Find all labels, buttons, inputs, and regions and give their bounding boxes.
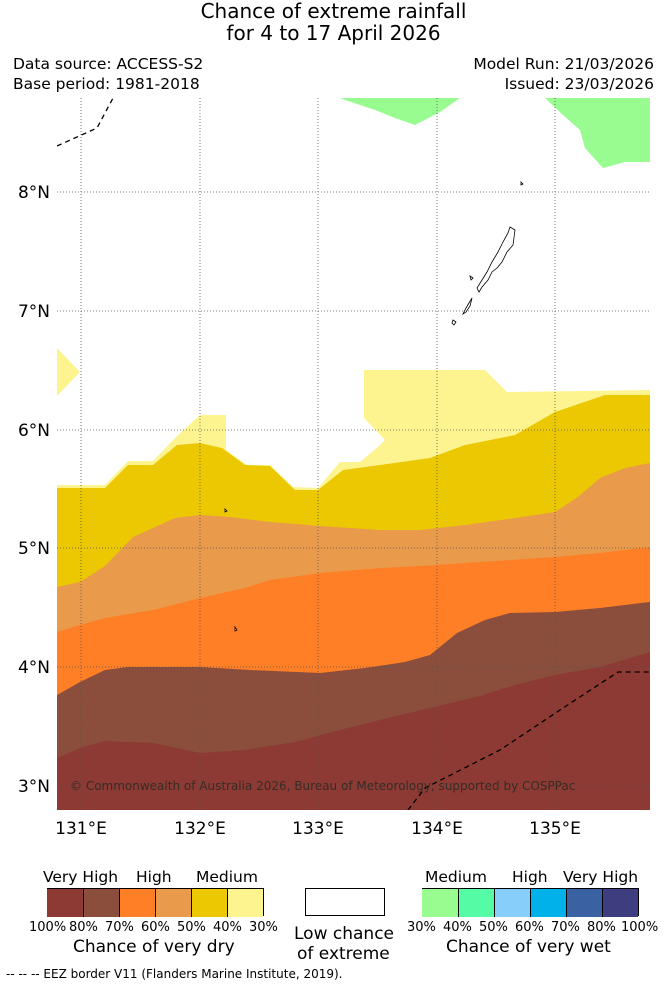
wet-medium-zone (340, 98, 460, 125)
wet-swatch-50-60 (494, 889, 530, 917)
lon-label-132e: 132°E (174, 819, 226, 839)
lat-label-8n: 8°N (18, 183, 50, 203)
copyright-notice: © Commonwealth of Australia 2026, Bureau… (70, 779, 575, 793)
lon-label-131e: 131°E (55, 819, 107, 839)
dry-swatch-60-50 (155, 889, 191, 917)
wet-swatch-70-80 (566, 889, 602, 917)
lat-label-7n: 7°N (18, 302, 50, 322)
dry-swatch-40-30 (227, 889, 263, 917)
dry-pct-100: 100% (29, 920, 67, 935)
dry-pct-60: 60% (141, 920, 170, 935)
map-title: Chance of extreme rainfall (200, 0, 467, 23)
dry-caption: Chance of very dry (73, 937, 235, 957)
lat-label-3n: 3°N (18, 777, 50, 797)
dry-category-high: High (136, 868, 172, 886)
wet-caption: Chance of very wet (446, 937, 611, 957)
eez-footnote: -- -- -- EEZ border V11 (Flanders Marine… (6, 967, 343, 981)
dry-category-medium: Medium (196, 868, 258, 886)
wet-swatch-80-100 (602, 889, 638, 917)
wet-pct-40: 40% (443, 920, 472, 935)
dry-category-very-high: Very High (43, 868, 119, 886)
lon-label-134e: 134°E (411, 819, 463, 839)
wet-pct-30: 30% (407, 920, 436, 935)
lat-label-4n: 4°N (18, 658, 50, 678)
wet-pct-50: 50% (479, 920, 508, 935)
neutral-caption-line1: Low chance (294, 924, 394, 944)
wet-pct-70: 70% (551, 920, 580, 935)
dry-swatch-80-70 (83, 889, 119, 917)
wet-colorbar (422, 888, 639, 917)
wet-swatch-40-50 (458, 889, 494, 917)
dry-extreme-zone (57, 652, 650, 810)
lat-label-5n: 5°N (18, 539, 50, 559)
wet-category-medium: Medium (425, 868, 487, 886)
dry-pct-70: 70% (105, 920, 134, 935)
wet-swatch-30-40 (422, 889, 459, 917)
issued-date: Issued: 23/03/2026 (504, 75, 654, 93)
lat-label-6n: 6°N (18, 421, 50, 441)
lon-label-135e: 135°E (529, 819, 581, 839)
low-chance-swatch (305, 888, 385, 916)
dry-swatch-100-80 (47, 889, 84, 917)
neutral-caption-line2: of extreme (297, 944, 390, 964)
wet-pct-100: 100% (621, 920, 659, 935)
wet-pct-80: 80% (587, 920, 616, 935)
data-source: Data source: ACCESS-S2 (13, 55, 204, 73)
eez-border-northwest (57, 98, 114, 147)
eez-border-southeast (407, 671, 650, 810)
wet-medium-zone-east (545, 98, 650, 168)
dry-pct-80: 80% (69, 920, 98, 935)
wet-pct-60: 60% (515, 920, 544, 935)
wet-swatch-60-70 (530, 889, 566, 917)
dry-colorbar (47, 888, 264, 917)
dry-swatch-50-40 (191, 889, 227, 917)
dry-pct-40: 40% (213, 920, 242, 935)
map-subtitle: for 4 to 17 April 2026 (226, 21, 441, 45)
wet-category-very-high: Very High (563, 868, 639, 886)
lon-label-133e: 133°E (292, 819, 344, 839)
wet-category-high: High (512, 868, 548, 886)
palau-islands (224, 181, 524, 632)
dry-pct-30: 30% (249, 920, 278, 935)
model-run: Model Run: 21/03/2026 (473, 55, 654, 73)
base-period: Base period: 1981-2018 (13, 75, 200, 93)
dry-swatch-70-60 (119, 889, 155, 917)
dry-pct-50: 50% (177, 920, 206, 935)
dry-medium-light-zone-west (57, 348, 80, 396)
